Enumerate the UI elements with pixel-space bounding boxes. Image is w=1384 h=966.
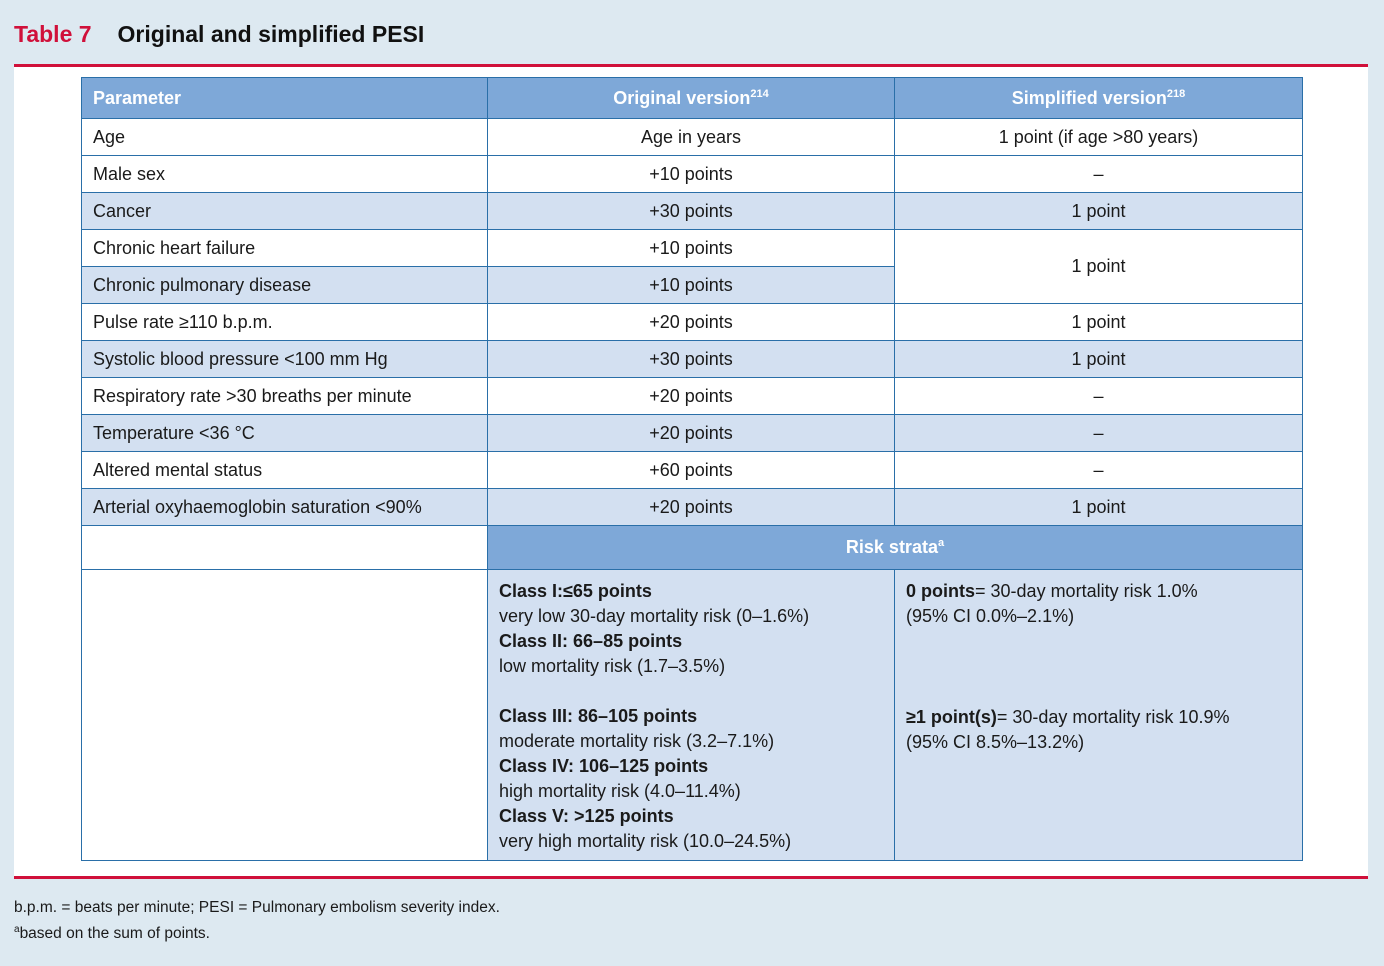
simplified-cell: –	[894, 451, 1303, 489]
header-parameter: Parameter	[81, 77, 488, 119]
table-row: Temperature <36 °C +20 points –	[81, 414, 1303, 452]
class-1-label: Class I:≤65 points	[499, 581, 652, 601]
original-strata-cell: Class I:≤65 points very low 30-day morta…	[487, 569, 895, 861]
header-row: Parameter Original version214 Simplified…	[81, 77, 1303, 119]
blank-cell	[81, 525, 488, 570]
table-row: Male sex +10 points –	[81, 155, 1303, 193]
class-5-desc: very high mortality risk (10.0–24.5%)	[499, 831, 792, 851]
original-cell: Age in years	[487, 118, 895, 156]
param-cell: Male sex	[81, 155, 488, 193]
table-row: Arterial oxyhaemoglobin saturation <90% …	[81, 488, 1303, 526]
risk-header-row: Risk strataa	[81, 525, 1303, 570]
param-cell: Systolic blood pressure <100 mm Hg	[81, 340, 488, 378]
class-3-label: Class III: 86–105 points	[499, 706, 698, 726]
param-cell: Chronic heart failure	[81, 229, 488, 267]
risk-strata-row: Class I:≤65 points very low 30-day morta…	[81, 569, 1303, 861]
simplified-strata-cell: 0 points= 30-day mortality risk 1.0% (95…	[894, 569, 1303, 861]
class-1-desc: very low 30-day mortality risk (0–1.6%)	[499, 606, 810, 626]
original-cell: +60 points	[487, 451, 895, 489]
table-row: Chronic pulmonary disease +10 points	[81, 266, 1303, 304]
class-4-label: Class IV: 106–125 points	[499, 756, 709, 776]
table-row: Altered mental status +60 points –	[81, 451, 1303, 489]
simplified-cell: 1 point	[894, 192, 1303, 230]
risk-strata-heading: Risk strataa	[487, 525, 1303, 570]
original-cell: +10 points	[487, 155, 895, 193]
param-cell: Age	[81, 118, 488, 156]
table-caption: Original and simplified PESI	[117, 20, 425, 47]
class-3-desc: moderate mortality risk (3.2–7.1%)	[499, 731, 775, 751]
original-cell: +30 points	[487, 340, 895, 378]
param-cell: Chronic pulmonary disease	[81, 266, 488, 304]
table-row: Cancer +30 points 1 point	[81, 192, 1303, 230]
header-simplified: Simplified version218	[894, 77, 1303, 119]
a-footnote: abased on the sum of points.	[14, 924, 210, 942]
abbreviation-footnote: b.p.m. = beats per minute; PESI = Pulmon…	[14, 899, 500, 916]
header-original: Original version214	[487, 77, 895, 119]
simplified-cell: 1 point	[894, 303, 1303, 341]
param-cell: Respiratory rate >30 breaths per minute	[81, 377, 488, 415]
class-5-label: Class V: >125 points	[499, 806, 674, 826]
simplified-cell: –	[894, 377, 1303, 415]
top-rule	[14, 64, 1368, 67]
param-cell: Temperature <36 °C	[81, 414, 488, 452]
simplified-cell: 1 point (if age >80 years)	[894, 118, 1303, 156]
bottom-rule	[14, 876, 1368, 879]
simplified-risk-0: 0 points= 30-day mortality risk 1.0%	[906, 581, 1198, 601]
simplified-cell: –	[894, 414, 1303, 452]
original-cell: +30 points	[487, 192, 895, 230]
original-cell: +20 points	[487, 488, 895, 526]
param-cell: Pulse rate ≥110 b.p.m.	[81, 303, 488, 341]
class-2-label: Class II: 66–85 points	[499, 631, 683, 651]
simplified-risk-0-ci: (95% CI 0.0%–2.1%)	[906, 606, 1075, 626]
simplified-cell-merged: 1 point	[894, 229, 1303, 304]
pesi-table: Parameter Original version214 Simplified…	[81, 77, 1303, 861]
blank-cell	[81, 569, 488, 861]
original-cell: +10 points	[487, 266, 895, 304]
param-cell: Cancer	[81, 192, 488, 230]
class-2-desc: low mortality risk (1.7–3.5%)	[499, 656, 726, 676]
original-cell: +20 points	[487, 303, 895, 341]
param-cell: Arterial oxyhaemoglobin saturation <90%	[81, 488, 488, 526]
simplified-risk-1-ci: (95% CI 8.5%–13.2%)	[906, 732, 1085, 752]
table-row: Systolic blood pressure <100 mm Hg +30 p…	[81, 340, 1303, 378]
simplified-cell: –	[894, 155, 1303, 193]
table-row: Age Age in years 1 point (if age >80 yea…	[81, 118, 1303, 156]
original-cell: +10 points	[487, 229, 895, 267]
class-4-desc: high mortality risk (4.0–11.4%)	[499, 781, 741, 801]
table-row: Pulse rate ≥110 b.p.m. +20 points 1 poin…	[81, 303, 1303, 341]
simplified-cell: 1 point	[894, 340, 1303, 378]
simplified-cell: 1 point	[894, 488, 1303, 526]
table-number: Table 7	[14, 20, 92, 47]
table-title: Table 7 Original and simplified PESI	[14, 14, 424, 54]
original-cell: +20 points	[487, 414, 895, 452]
table-row: Chronic heart failure +10 points 1 point	[81, 229, 1303, 304]
table-row: Respiratory rate >30 breaths per minute …	[81, 377, 1303, 415]
simplified-risk-1: ≥1 point(s)= 30-day mortality risk 10.9%	[906, 707, 1230, 727]
original-cell: +20 points	[487, 377, 895, 415]
param-cell: Altered mental status	[81, 451, 488, 489]
